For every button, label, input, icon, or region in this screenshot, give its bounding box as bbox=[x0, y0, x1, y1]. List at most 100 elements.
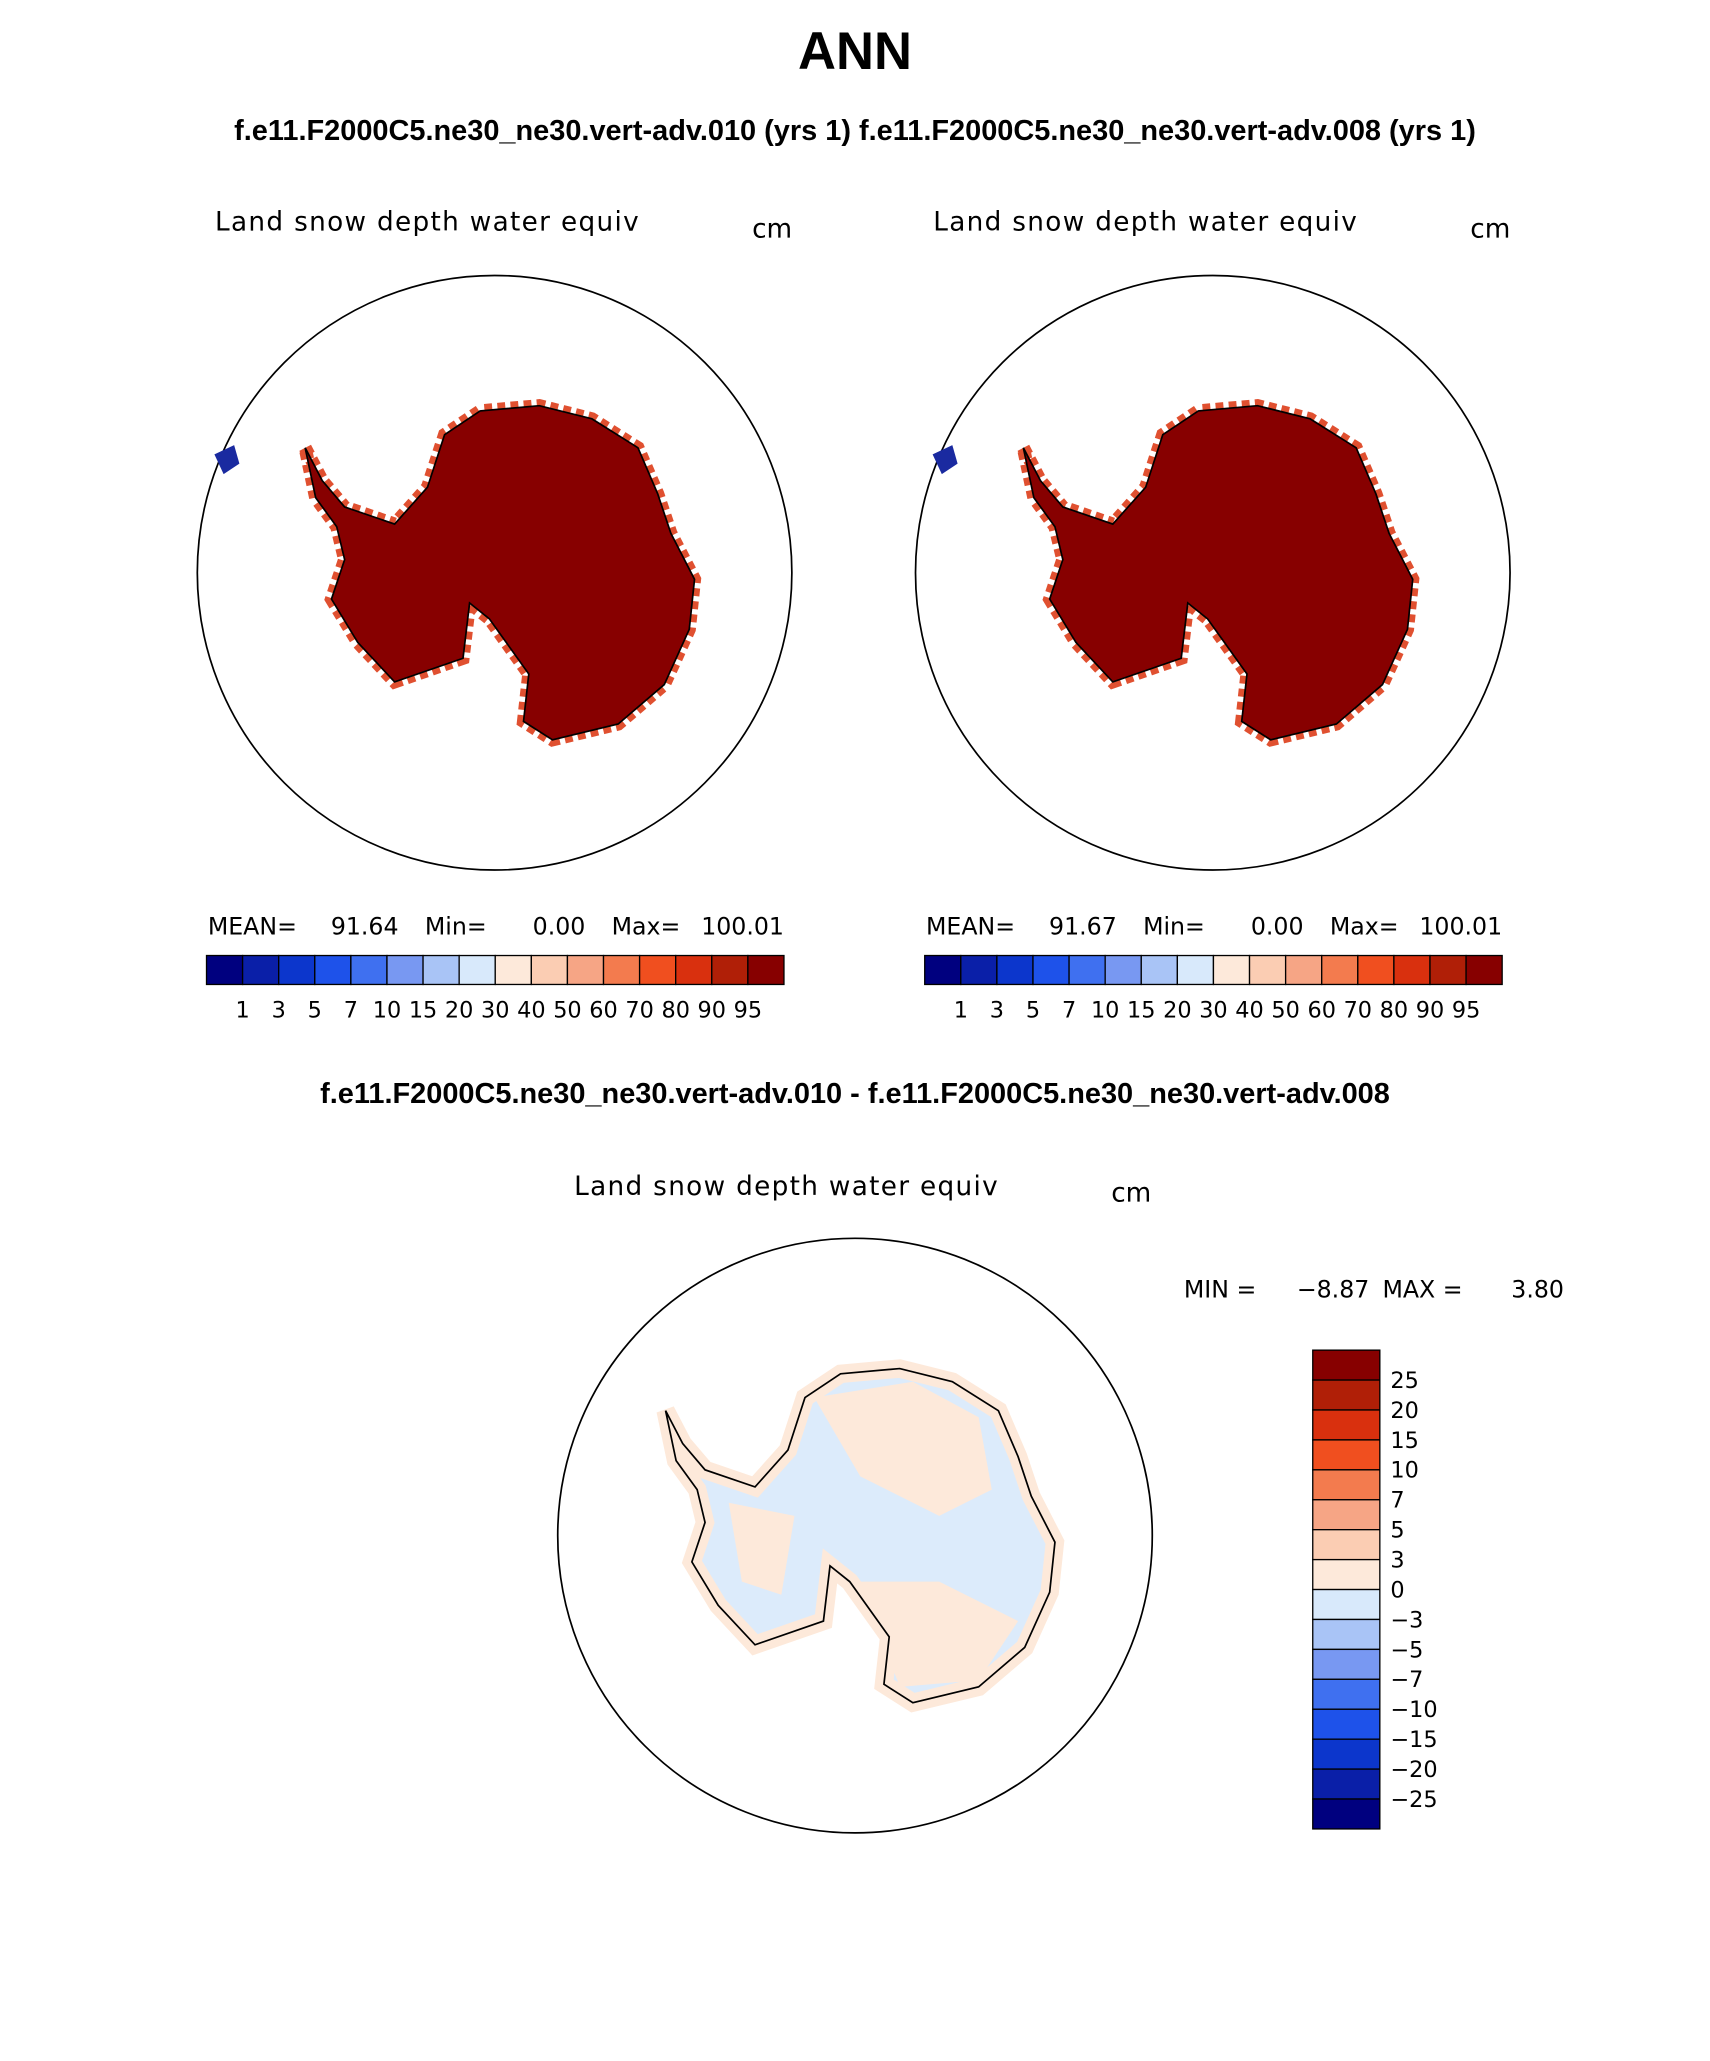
stat-label: MAX = bbox=[1382, 1276, 1462, 1304]
colorbar-label: 50 bbox=[553, 997, 581, 1023]
colorbar-box bbox=[566, 954, 605, 986]
colorbar-box bbox=[1465, 954, 1503, 986]
colorbar-label: 10 bbox=[373, 997, 401, 1023]
colorbar-label: −5 bbox=[1390, 1637, 1423, 1663]
stat-value: 100.01 bbox=[1419, 912, 1502, 940]
colorbar-box bbox=[1212, 954, 1251, 986]
colorbar-box bbox=[924, 954, 962, 986]
colorbar-label: 7 bbox=[1062, 997, 1076, 1023]
colorbar-label: 90 bbox=[698, 997, 726, 1023]
stat-value: 100.01 bbox=[701, 912, 784, 940]
colorbar-label: 7 bbox=[344, 997, 358, 1023]
colorbar-box bbox=[1032, 954, 1070, 986]
colorbar-box bbox=[1312, 1469, 1381, 1501]
colorbar-box bbox=[1312, 1409, 1381, 1441]
colorbar-label: 3 bbox=[272, 997, 286, 1023]
colorbar-box bbox=[711, 954, 749, 986]
panel: Land snow depth water equiv cm MIN = −8.… bbox=[556, 1172, 1564, 1834]
colorbar-label: 20 bbox=[1390, 1398, 1418, 1424]
colorbar-label: 80 bbox=[661, 997, 689, 1023]
colorbar-label: 5 bbox=[1026, 997, 1040, 1023]
colorbar-label: 40 bbox=[1235, 997, 1263, 1023]
colorbar-label: 20 bbox=[1163, 997, 1191, 1023]
colorbar-box bbox=[1248, 954, 1287, 986]
colorbar-label: 1 bbox=[954, 997, 968, 1023]
colorbar-box bbox=[1312, 1648, 1381, 1680]
colorbar-box bbox=[241, 954, 280, 986]
colorbar-label: 50 bbox=[1271, 997, 1299, 1023]
panel: Land snow depth water equiv cm bbox=[914, 208, 1511, 871]
colorbar-label: 5 bbox=[308, 997, 322, 1023]
colorbar-box bbox=[1312, 1768, 1381, 1800]
colorbar-box bbox=[1312, 1439, 1381, 1471]
colorbar-label: 90 bbox=[1416, 997, 1444, 1023]
colorbar-box bbox=[1312, 1379, 1381, 1411]
stat-label: MEAN= bbox=[208, 912, 297, 940]
panel-title: Land snow depth water equiv bbox=[574, 1172, 999, 1202]
colorbar-label: 1 bbox=[235, 997, 249, 1023]
colorbar-box bbox=[675, 954, 713, 986]
colorbar-label: 30 bbox=[481, 997, 509, 1023]
colorbar-box bbox=[530, 954, 569, 986]
stat-label: Max= bbox=[612, 912, 681, 940]
colorbar-box bbox=[960, 954, 998, 986]
stat-value: 0.00 bbox=[1251, 912, 1304, 940]
colorbar-label: 60 bbox=[1307, 997, 1335, 1023]
colorbar-box bbox=[1321, 954, 1359, 986]
stat-label: Max= bbox=[1330, 912, 1399, 940]
figure-subtitle: f.e11.F2000C5.ne30_ne30.vert-adv.010 (yr… bbox=[234, 115, 1476, 147]
colorbar-box bbox=[996, 954, 1034, 986]
panel-units: cm bbox=[1470, 214, 1510, 244]
colorbar-label: 10 bbox=[1091, 997, 1119, 1023]
stat-value: 3.80 bbox=[1511, 1276, 1564, 1304]
colorbar-label: 20 bbox=[445, 997, 473, 1023]
colorbar-label: 5 bbox=[1390, 1518, 1404, 1544]
colorbar-label: 15 bbox=[409, 997, 437, 1023]
colorbar-label: 25 bbox=[1390, 1368, 1418, 1394]
colorbar-box bbox=[1140, 954, 1179, 986]
stat-label: Min= bbox=[1143, 912, 1205, 940]
colorbar-box bbox=[602, 954, 641, 986]
colorbar-box bbox=[1312, 1708, 1381, 1740]
stat-value: 91.67 bbox=[1049, 912, 1117, 940]
stat-value: −8.87 bbox=[1297, 1276, 1370, 1304]
colorbar-box bbox=[1068, 954, 1106, 986]
colorbar-box bbox=[1104, 954, 1142, 986]
colorbar-box bbox=[1393, 954, 1431, 986]
colorbar-label: 95 bbox=[1452, 997, 1480, 1023]
colorbar-box bbox=[1312, 1529, 1381, 1561]
colorbar-label: 70 bbox=[1344, 997, 1372, 1023]
colorbar-label: 3 bbox=[1390, 1548, 1404, 1574]
colorbar-box bbox=[350, 954, 388, 986]
colorbar-label: 0 bbox=[1390, 1577, 1404, 1603]
colorbar-label: 30 bbox=[1199, 997, 1227, 1023]
panel-units: cm bbox=[752, 214, 792, 244]
colorbar-box bbox=[1284, 954, 1323, 986]
stat-label: Min= bbox=[425, 912, 487, 940]
panel: Land snow depth water equiv cm bbox=[196, 208, 793, 871]
colorbar-box bbox=[1176, 954, 1215, 986]
colorbar-label: 15 bbox=[1390, 1428, 1418, 1454]
panel-title: Land snow depth water equiv bbox=[215, 208, 640, 238]
colorbar-label: 80 bbox=[1380, 997, 1408, 1023]
colorbar-box bbox=[1312, 1618, 1381, 1651]
panel-units: cm bbox=[1111, 1179, 1151, 1209]
difference-title: f.e11.F2000C5.ne30_ne30.vert-adv.010 - f… bbox=[320, 1078, 1390, 1110]
colorbar-label: 40 bbox=[517, 997, 545, 1023]
colorbar-box bbox=[458, 954, 496, 986]
stat-label: MIN = bbox=[1184, 1276, 1256, 1304]
figure-title: ANN bbox=[798, 22, 912, 81]
stat-value: 0.00 bbox=[533, 912, 586, 940]
colorbar-label: −3 bbox=[1390, 1607, 1423, 1633]
colorbar-box bbox=[386, 954, 424, 986]
colorbar-box bbox=[1312, 1499, 1381, 1531]
colorbar-box bbox=[1312, 1558, 1381, 1591]
colorbar-label: −25 bbox=[1390, 1787, 1437, 1813]
colorbar-label: 3 bbox=[990, 997, 1004, 1023]
colorbar-box bbox=[638, 954, 677, 986]
colorbar-label: 95 bbox=[734, 997, 762, 1023]
colorbar-box bbox=[1429, 954, 1467, 986]
colorbar-box bbox=[1312, 1678, 1381, 1710]
colorbar-label: 15 bbox=[1127, 997, 1155, 1023]
